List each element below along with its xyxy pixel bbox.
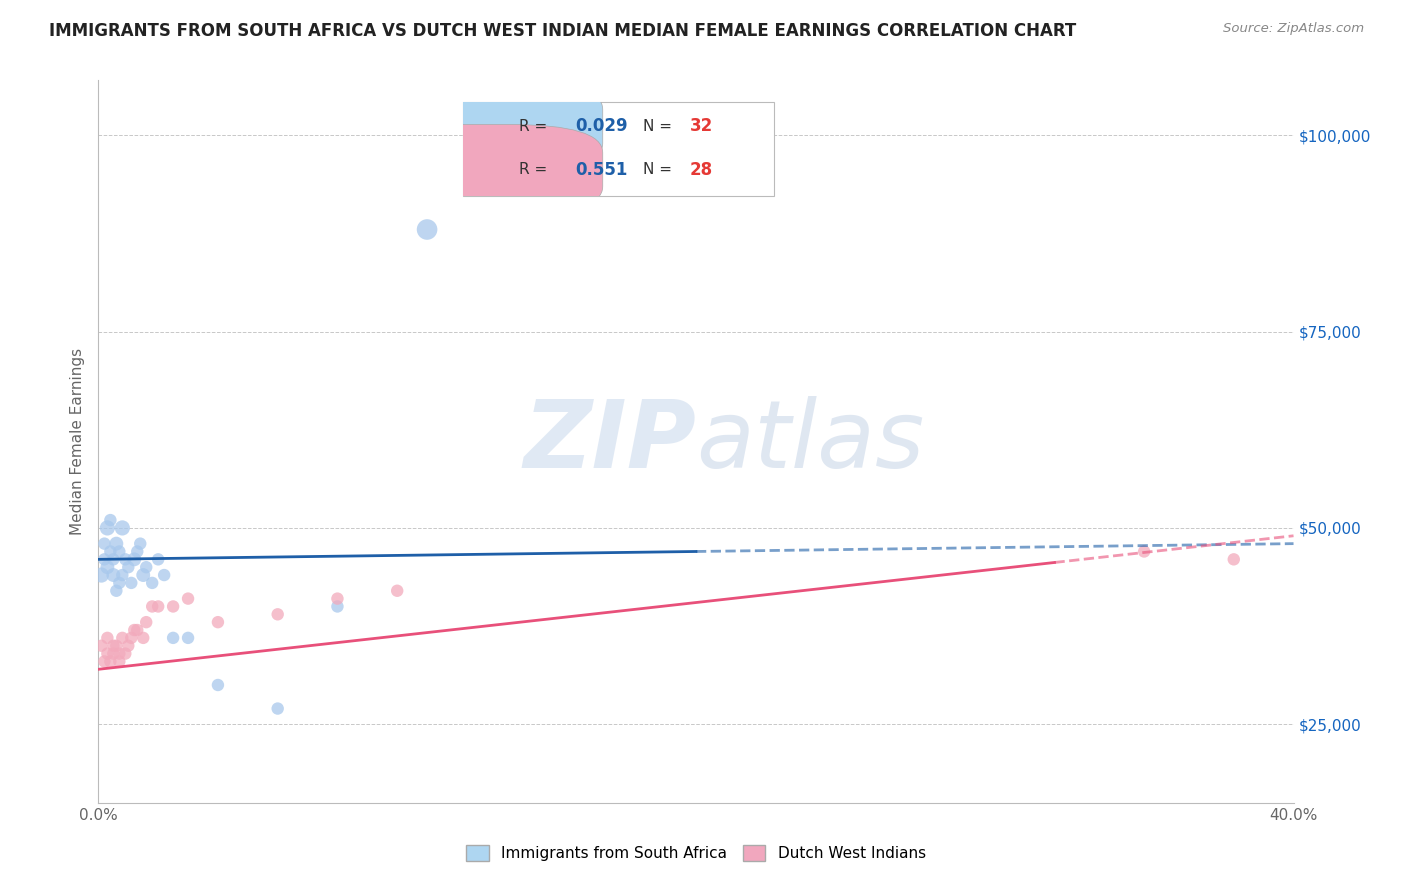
Point: [117, 639, 139, 653]
Point: [108, 655, 131, 669]
Point: [1223, 552, 1246, 566]
Text: Source: ZipAtlas.com: Source: ZipAtlas.com: [1223, 22, 1364, 36]
Point: [108, 544, 131, 558]
Point: [96, 631, 118, 645]
Point: [114, 552, 136, 566]
Point: [207, 678, 229, 692]
Point: [105, 639, 128, 653]
Point: [141, 599, 163, 614]
Point: [111, 521, 134, 535]
Point: [105, 583, 128, 598]
Point: [1133, 544, 1156, 558]
Point: [177, 591, 200, 606]
Point: [103, 647, 125, 661]
Point: [98, 655, 122, 669]
Point: [127, 623, 149, 637]
Point: [114, 647, 136, 661]
Point: [135, 615, 157, 630]
Legend: Immigrants from South Africa, Dutch West Indians: Immigrants from South Africa, Dutch West…: [460, 839, 932, 867]
Point: [105, 536, 128, 550]
Point: [385, 583, 409, 598]
Point: [141, 575, 163, 590]
Point: [416, 222, 439, 236]
Point: [267, 701, 290, 715]
Point: [124, 623, 146, 637]
Point: [93, 552, 115, 566]
Point: [120, 575, 142, 590]
Point: [124, 552, 146, 566]
Point: [148, 552, 170, 566]
Y-axis label: Median Female Earnings: Median Female Earnings: [69, 348, 84, 535]
Point: [120, 631, 142, 645]
Point: [117, 560, 139, 574]
Point: [98, 513, 122, 527]
Point: [96, 521, 118, 535]
Point: [127, 544, 149, 558]
Point: [103, 552, 125, 566]
Point: [135, 560, 157, 574]
Point: [96, 560, 118, 574]
Point: [207, 615, 229, 630]
Point: [129, 536, 152, 550]
Point: [108, 575, 131, 590]
Point: [90, 639, 112, 653]
Point: [162, 631, 184, 645]
Text: atlas: atlas: [696, 396, 924, 487]
Point: [111, 631, 134, 645]
Point: [96, 647, 118, 661]
Point: [132, 631, 155, 645]
Point: [103, 639, 125, 653]
Point: [111, 568, 134, 582]
Text: IMMIGRANTS FROM SOUTH AFRICA VS DUTCH WEST INDIAN MEDIAN FEMALE EARNINGS CORRELA: IMMIGRANTS FROM SOUTH AFRICA VS DUTCH WE…: [49, 22, 1077, 40]
Point: [103, 568, 125, 582]
Point: [98, 544, 122, 558]
Point: [326, 591, 349, 606]
Point: [326, 599, 349, 614]
Point: [93, 536, 115, 550]
Point: [93, 655, 115, 669]
Point: [108, 647, 131, 661]
Point: [162, 599, 184, 614]
Point: [153, 568, 176, 582]
Point: [177, 631, 200, 645]
Point: [148, 599, 170, 614]
Point: [90, 568, 112, 582]
Point: [132, 568, 155, 582]
Text: ZIP: ZIP: [523, 395, 696, 488]
Point: [267, 607, 290, 622]
